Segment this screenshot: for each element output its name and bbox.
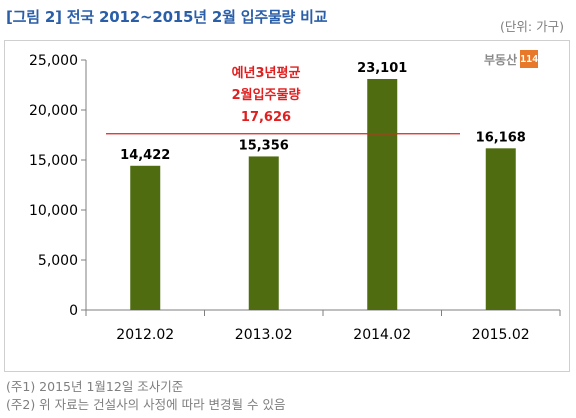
x-tick-label: 2015.02 xyxy=(472,327,530,343)
bar xyxy=(248,156,279,310)
axes: 0 5,000 10,000 15,000 20,000 25,000 2012.02 201… xyxy=(29,53,561,343)
reference-line-label: 2월입주물량 xyxy=(232,87,301,103)
bar xyxy=(367,78,398,311)
chart-frame xyxy=(4,40,570,372)
y-tick-label: 0 xyxy=(69,303,78,319)
bars: 14,422 15,356 23,101 16,168 xyxy=(120,61,526,311)
bar-value-label: 14,422 xyxy=(120,148,170,163)
y-tick-label: 10,000 xyxy=(29,203,78,219)
x-tick-label: 2013.02 xyxy=(235,327,293,343)
reference-line-group: 예년3년평균 2월입주물량 17,626 xyxy=(106,65,460,135)
bar xyxy=(130,165,161,310)
logo-mark: 114 xyxy=(520,50,538,68)
logo-text: 부동산 xyxy=(484,52,518,67)
chart-title: [그림 2] 전국 2012~2015년 2월 입주물량 비교 xyxy=(6,8,328,26)
unit-label: (단위: 가구) xyxy=(500,19,564,34)
x-tick-label: 2014.02 xyxy=(353,327,411,343)
bar-value-label: 23,101 xyxy=(357,61,407,76)
footnote-1: (주1) 2015년 1월12일 조사기준 xyxy=(6,379,184,394)
reference-line-label: 예년3년평균 xyxy=(232,65,301,81)
bar xyxy=(485,148,516,310)
y-tick-label: 15,000 xyxy=(29,153,78,169)
y-tick-label: 5,000 xyxy=(38,253,78,269)
bar-value-label: 16,168 xyxy=(476,130,526,145)
footnote-2: (주2) 위 자료는 건설사의 사정에 따라 변경될 수 있음 xyxy=(6,397,286,412)
brand-logo: 부동산 114 xyxy=(484,49,538,69)
x-tick-label: 2012.02 xyxy=(116,327,174,343)
reference-line-label: 17,626 xyxy=(241,110,291,125)
y-tick-label: 25,000 xyxy=(29,53,78,69)
footnotes: (주1) 2015년 1월12일 조사기준 (주2) 위 자료는 건설사의 사정… xyxy=(6,378,286,414)
y-tick-label: 20,000 xyxy=(29,103,78,119)
bar-value-label: 15,356 xyxy=(239,138,289,153)
